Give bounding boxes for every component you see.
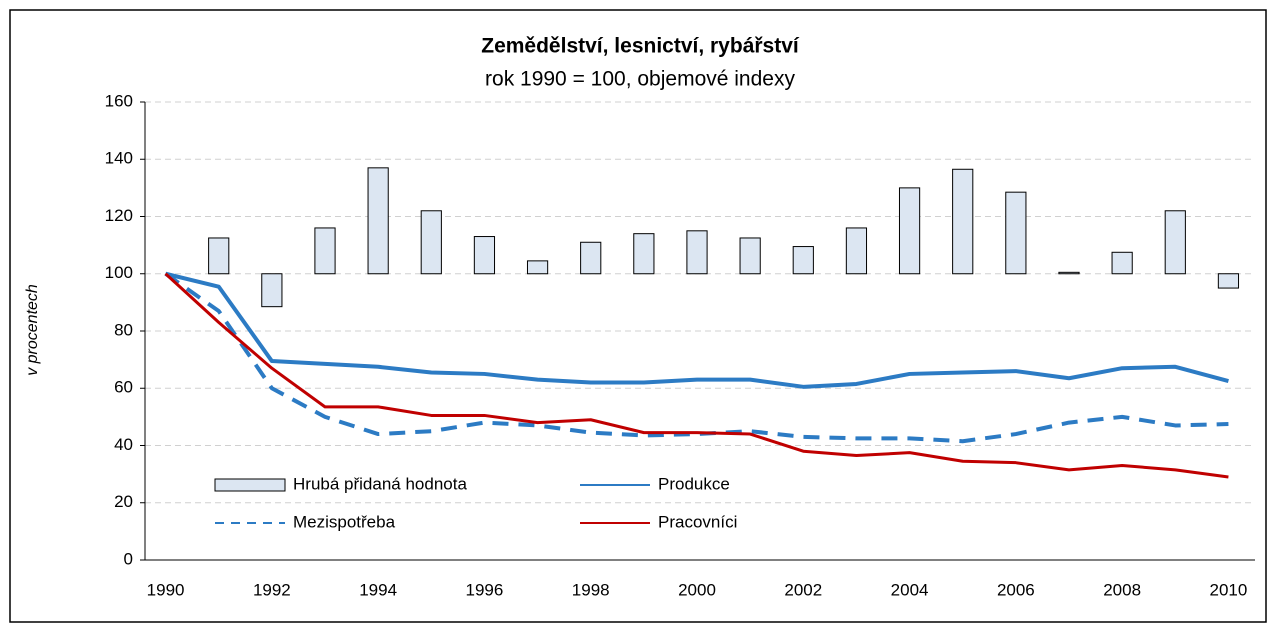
line [165,271,1229,389]
bar [367,167,389,275]
bar [845,227,868,275]
x-tick-label: 2010 [1210,580,1248,599]
bar [739,237,761,275]
y-tick-label: 120 [105,206,133,225]
bar [208,237,230,275]
bar [420,210,442,275]
y-axis-label: v procentech [24,284,41,376]
x-tick-label: 1990 [147,580,185,599]
bar [1217,273,1240,289]
bar [580,241,602,275]
x-tick-label: 1994 [359,580,397,599]
y-tick-label: 160 [105,91,133,110]
y-tick-label: 40 [114,435,133,454]
bar [473,236,496,275]
legend-label: Mezispotřeba [293,512,396,531]
x-tick-label: 1996 [466,580,504,599]
y-tick-label: 20 [114,492,133,511]
bar [314,227,336,275]
y-tick-label: 80 [114,320,133,339]
chart-subtitle: rok 1990 = 100, objemové indexy [485,68,795,91]
bar [1058,271,1080,275]
x-tick-label: 1992 [253,580,291,599]
y-tick-label: 140 [105,149,133,168]
x-tick-label: 1998 [572,580,610,599]
legend-label: Hrubá přidaná hodnota [293,474,467,493]
y-tick-label: 0 [124,549,133,568]
bar [792,246,814,275]
x-tick-label: 2004 [891,580,929,599]
chart-title: Zemědělství, lesnictví, rybářství [481,35,800,58]
y-tick-label: 60 [114,378,133,397]
line [164,272,1229,479]
bar [898,187,921,275]
bar [633,233,655,275]
legend-swatch [214,478,286,492]
bar [526,260,549,275]
x-tick-label: 2008 [1103,580,1141,599]
x-tick-label: 2002 [784,580,822,599]
bar [1111,251,1133,275]
legend-label: Produkce [658,474,730,493]
bar [1005,191,1027,275]
bar [952,168,974,275]
line [164,272,1229,444]
x-tick-label: 2000 [678,580,716,599]
bar [686,230,708,275]
bar [261,273,283,308]
y-tick-label: 100 [105,263,133,282]
bar [1164,210,1186,275]
legend-label: Pracovníci [658,512,737,531]
x-tick-label: 2006 [997,580,1035,599]
chart-border [9,9,1267,623]
